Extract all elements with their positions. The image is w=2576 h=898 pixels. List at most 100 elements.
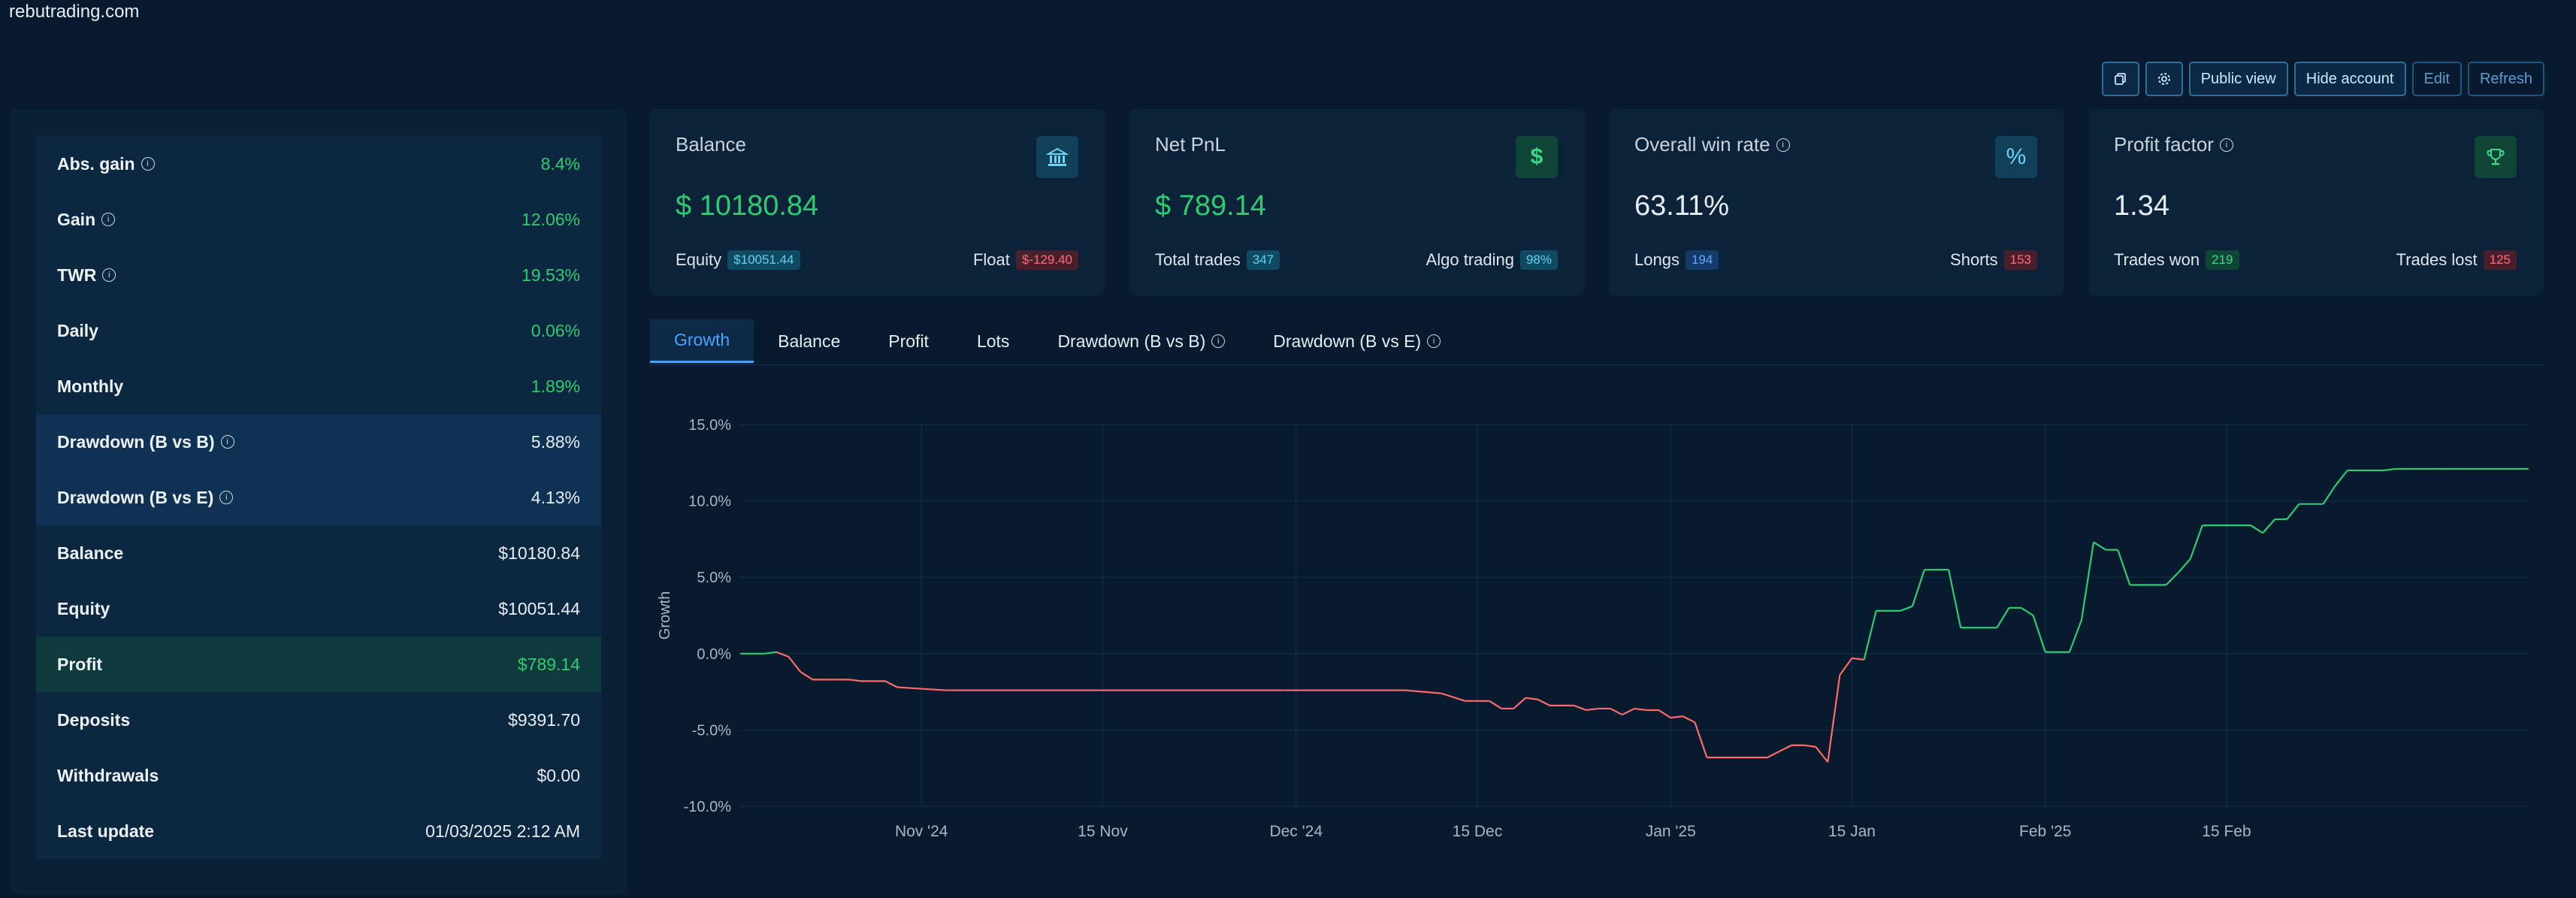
win-rate-card: Overall win rate i % 63.11% Longs 194 Shor… — [1609, 109, 2064, 295]
copy-icon — [2114, 73, 2126, 85]
info-icon[interactable]: i — [220, 435, 234, 449]
trades-won-label: Trades won — [2114, 250, 2200, 269]
growth-line-segment — [764, 651, 777, 655]
growth-line-segment — [1489, 700, 1502, 709]
balance-card: Balance $ 10180.84 Equity $10051.44 Float… — [650, 109, 1105, 295]
growth-line-segment — [1610, 707, 1623, 716]
growth-line-segment — [1827, 675, 1841, 763]
growth-line-segment — [2117, 549, 2131, 585]
y-tick-label: 15.0% — [688, 417, 731, 434]
tab-lots[interactable]: Lots — [953, 319, 1033, 363]
growth-line-segment — [1682, 715, 1695, 724]
growth-line-segment — [1996, 607, 2010, 628]
stat-label: TWR i — [57, 265, 116, 286]
info-icon[interactable]: i — [141, 157, 155, 171]
growth-line-segment — [2262, 519, 2276, 534]
y-axis-label: Growth — [657, 591, 673, 639]
growth-line-segment — [1694, 721, 1708, 758]
growth-line-segment — [776, 651, 789, 658]
shorts-badge: 153 — [2003, 250, 2037, 270]
growth-line-segment — [884, 680, 898, 688]
stat-row: Gain i 12.06% — [36, 192, 601, 247]
growth-line-segment — [2177, 558, 2191, 573]
y-tick-label: 5.0% — [697, 570, 731, 586]
tab-profit[interactable]: Profit — [864, 319, 953, 363]
growth-line-segment — [2032, 615, 2046, 653]
info-icon[interactable]: i — [1776, 138, 1790, 152]
stat-value: 19.53% — [521, 265, 580, 285]
trophy-icon — [2475, 136, 2517, 178]
growth-line-segment — [1767, 750, 1780, 758]
info-icon[interactable]: i — [219, 491, 234, 504]
stat-label: Profit — [57, 655, 102, 675]
profit-factor-card: Profit factor i 1.34 Trades won 219 Trades… — [2088, 109, 2544, 295]
shorts-label: Shorts — [1950, 250, 1998, 269]
growth-line-segment — [2250, 525, 2263, 534]
tab-label: Drawdown (B vs B) — [1057, 331, 1206, 351]
equity-badge: $10051.44 — [727, 250, 800, 270]
tab-label: Lots — [976, 331, 1010, 351]
growth-line-segment — [1779, 744, 1792, 752]
stat-row: Monthly 1.89% — [36, 358, 601, 414]
total-trades-badge: 347 — [1246, 250, 1280, 270]
y-tick-label: 10.0% — [688, 494, 731, 510]
public-view-button[interactable]: Public view — [2188, 62, 2288, 96]
copy-button[interactable] — [2101, 62, 2139, 96]
growth-line-segment — [800, 671, 814, 681]
growth-line-segment — [1574, 704, 1587, 712]
settings-button[interactable] — [2145, 62, 2183, 96]
stat-row: Profit $789.14 — [36, 636, 601, 692]
growth-line-segment — [2334, 470, 2348, 486]
stat-label-text: Equity — [57, 598, 110, 618]
growth-line-segment — [1404, 689, 1441, 694]
dollar-icon: $ — [1516, 136, 1558, 178]
x-tick-label: Jan '25 — [1646, 823, 1696, 840]
tab-drawdown-b-vs-b[interactable]: Drawdown (B vs B) i — [1033, 319, 1249, 363]
growth-line-segment — [2021, 606, 2034, 616]
info-icon[interactable]: i — [101, 213, 116, 226]
stat-label-text: Deposits — [57, 709, 131, 730]
info-icon[interactable]: i — [1211, 334, 1226, 348]
stat-row: Abs. gain i 8.4% — [36, 136, 601, 192]
growth-line-segment — [1670, 715, 1683, 719]
stat-label: Drawdown (B vs E) i — [57, 488, 234, 508]
x-tick-label: Feb '25 — [2019, 823, 2071, 840]
info-icon[interactable]: i — [1427, 334, 1441, 348]
trades-lost-label: Trades lost — [2396, 250, 2478, 269]
longs-badge: 194 — [1685, 250, 1719, 270]
growth-line-segment — [1537, 698, 1550, 706]
stat-label: Daily — [57, 321, 98, 341]
info-icon[interactable]: i — [102, 268, 116, 282]
growth-line-segment — [1634, 707, 1647, 712]
stat-label: Equity — [57, 599, 110, 619]
x-tick-label: 15 Jan — [1828, 823, 1876, 840]
stat-label-text: TWR — [57, 265, 97, 285]
account-stats-panel: Abs. gain i 8.4% Gain i 12.06% TWR i 19.53% Daily… — [11, 109, 627, 894]
stat-value: 4.13% — [531, 487, 580, 507]
stat-row: Drawdown (B vs E) i 4.13% — [36, 470, 601, 525]
stat-label-text: Abs. gain — [57, 153, 135, 174]
tab-growth[interactable]: Growth — [650, 319, 754, 363]
stat-label: Last update — [57, 821, 154, 842]
growth-line-segment — [1525, 697, 1538, 700]
stat-label-text: Daily — [57, 320, 98, 340]
info-icon[interactable]: i — [2219, 138, 2233, 152]
stat-row: Balance $10180.84 — [36, 525, 601, 581]
stat-label: Drawdown (B vs B) i — [57, 432, 234, 452]
stat-row: Deposits $9391.70 — [36, 692, 601, 748]
refresh-button[interactable]: Refresh — [2467, 62, 2544, 96]
stat-row: Drawdown (B vs B) i 5.88% — [36, 414, 601, 470]
stat-label-text: Profit — [57, 654, 103, 674]
card-title: Profit factor — [2114, 133, 2214, 156]
tab-drawdown-b-vs-e[interactable]: Drawdown (B vs E) i — [1249, 319, 1465, 363]
trades-won-badge: 219 — [2206, 250, 2239, 270]
edit-button[interactable]: Edit — [2411, 62, 2462, 96]
tab-balance[interactable]: Balance — [754, 319, 864, 363]
hide-account-button[interactable]: Hide account — [2293, 62, 2406, 96]
growth-line-segment — [1815, 746, 1829, 763]
stat-label: Balance — [57, 543, 123, 564]
growth-line-segment — [848, 679, 861, 682]
stat-value: 8.4% — [540, 153, 580, 174]
growth-line-segment — [1803, 744, 1816, 748]
growth-line-segment — [2165, 572, 2179, 586]
